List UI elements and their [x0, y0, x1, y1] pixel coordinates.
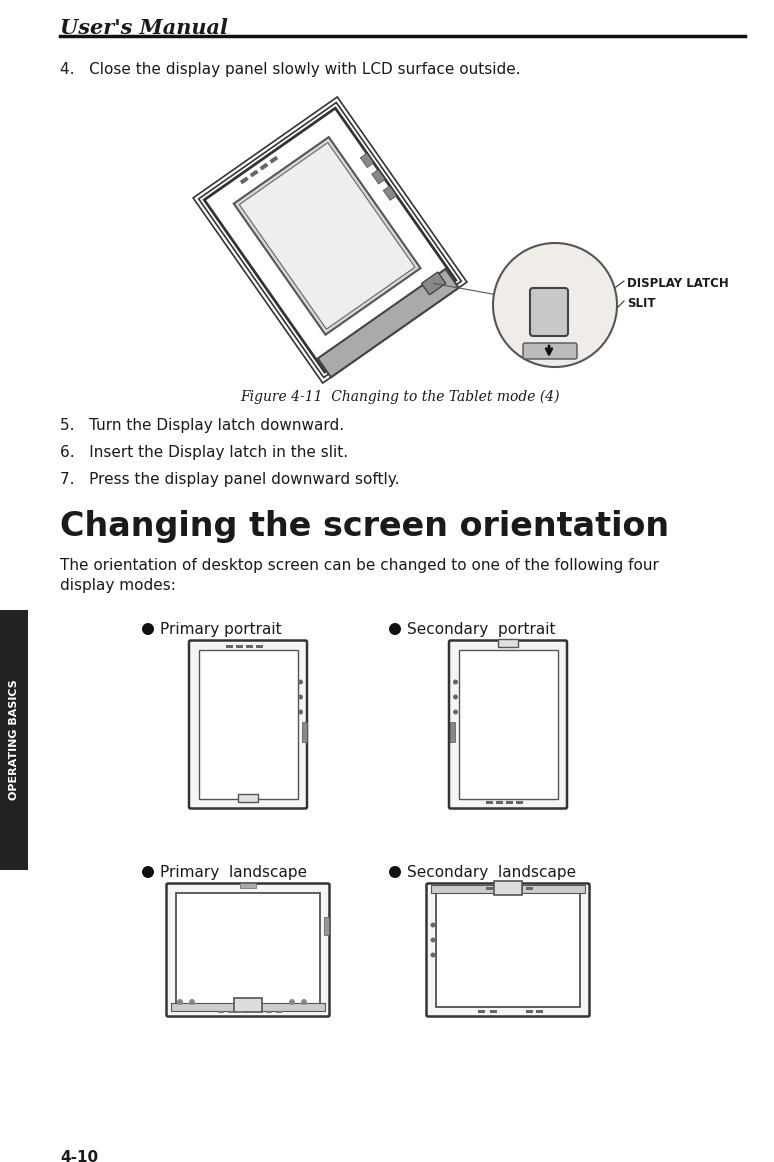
Circle shape [142, 623, 154, 634]
Bar [171, 1003, 325, 1011]
Bar [478, 1010, 485, 1013]
Circle shape [430, 953, 436, 957]
Circle shape [289, 999, 295, 1005]
Circle shape [177, 999, 183, 1005]
Bar [246, 645, 253, 648]
Text: 6.   Insert the Display latch in the slit.: 6. Insert the Display latch in the slit. [60, 445, 348, 460]
FancyBboxPatch shape [530, 288, 568, 336]
Bar [486, 801, 493, 804]
Circle shape [301, 999, 307, 1005]
Bar [240, 883, 256, 888]
Circle shape [493, 243, 617, 367]
Circle shape [453, 710, 458, 715]
Text: Secondary  portrait: Secondary portrait [407, 622, 556, 637]
Text: 4.   Close the display panel slowly with LCD surface outside.: 4. Close the display panel slowly with L… [60, 62, 521, 77]
Bar [256, 645, 263, 648]
Text: DISPLAY LATCH: DISPLAY LATCH [627, 277, 729, 290]
Circle shape [189, 999, 195, 1005]
Bar [450, 722, 454, 743]
Bar [238, 1011, 244, 1013]
Circle shape [430, 938, 436, 942]
Text: 4-10: 4-10 [60, 1150, 98, 1162]
Circle shape [298, 710, 303, 715]
Circle shape [430, 923, 436, 927]
Bar [218, 1011, 224, 1013]
Bar [198, 650, 297, 799]
Text: display modes:: display modes: [60, 578, 176, 593]
Bar [490, 1010, 497, 1013]
Text: Secondary  landscape: Secondary landscape [407, 865, 576, 880]
Polygon shape [234, 137, 420, 335]
Polygon shape [318, 268, 459, 378]
Polygon shape [421, 272, 446, 295]
Bar [226, 645, 233, 648]
Bar [498, 639, 518, 647]
Text: The orientation of desktop screen can be changed to one of the following four: The orientation of desktop screen can be… [60, 558, 659, 573]
FancyBboxPatch shape [449, 640, 567, 809]
Bar [238, 794, 258, 802]
Text: OPERATING BASICS: OPERATING BASICS [9, 680, 19, 801]
Bar [431, 885, 585, 894]
Bar [526, 1010, 533, 1013]
Circle shape [298, 695, 303, 700]
Bar [276, 1011, 282, 1013]
Polygon shape [259, 163, 269, 171]
Polygon shape [269, 156, 278, 164]
Text: Changing the screen orientation: Changing the screen orientation [60, 510, 670, 543]
Bar [486, 887, 493, 890]
Bar [436, 894, 580, 1007]
Bar [494, 881, 522, 895]
Bar [506, 887, 513, 890]
Polygon shape [383, 186, 397, 200]
Circle shape [298, 680, 303, 684]
Polygon shape [372, 170, 385, 184]
Bar [176, 894, 320, 1007]
Bar [266, 1011, 272, 1013]
Bar [324, 917, 329, 935]
Bar [302, 722, 307, 743]
Bar [236, 645, 243, 648]
FancyBboxPatch shape [189, 640, 307, 809]
Circle shape [453, 695, 458, 700]
Bar [458, 650, 557, 799]
Text: 5.   Turn the Display latch downward.: 5. Turn the Display latch downward. [60, 418, 344, 433]
Text: SLIT: SLIT [627, 297, 656, 310]
Bar [516, 887, 523, 890]
Bar [516, 801, 523, 804]
Circle shape [453, 680, 458, 684]
Text: Primary  landscape: Primary landscape [160, 865, 307, 880]
Bar [526, 887, 533, 890]
Circle shape [389, 623, 401, 634]
Text: User's Manual: User's Manual [60, 17, 228, 38]
Bar [234, 998, 262, 1012]
Bar [0, 610, 28, 870]
FancyBboxPatch shape [523, 343, 577, 359]
Text: Primary portrait: Primary portrait [160, 622, 282, 637]
Bar [506, 801, 513, 804]
Bar [496, 801, 503, 804]
FancyBboxPatch shape [426, 883, 590, 1017]
Polygon shape [361, 153, 374, 167]
Circle shape [389, 866, 401, 878]
Bar [228, 1011, 234, 1013]
FancyBboxPatch shape [166, 883, 330, 1017]
Text: Figure 4-11  Changing to the Tablet mode (4): Figure 4-11 Changing to the Tablet mode … [240, 390, 560, 404]
Bar [496, 887, 503, 890]
Bar [536, 1010, 543, 1013]
Polygon shape [240, 177, 248, 185]
Text: 7.   Press the display panel downward softly.: 7. Press the display panel downward soft… [60, 472, 399, 487]
Polygon shape [239, 143, 415, 329]
Polygon shape [250, 170, 259, 178]
Circle shape [142, 866, 154, 878]
